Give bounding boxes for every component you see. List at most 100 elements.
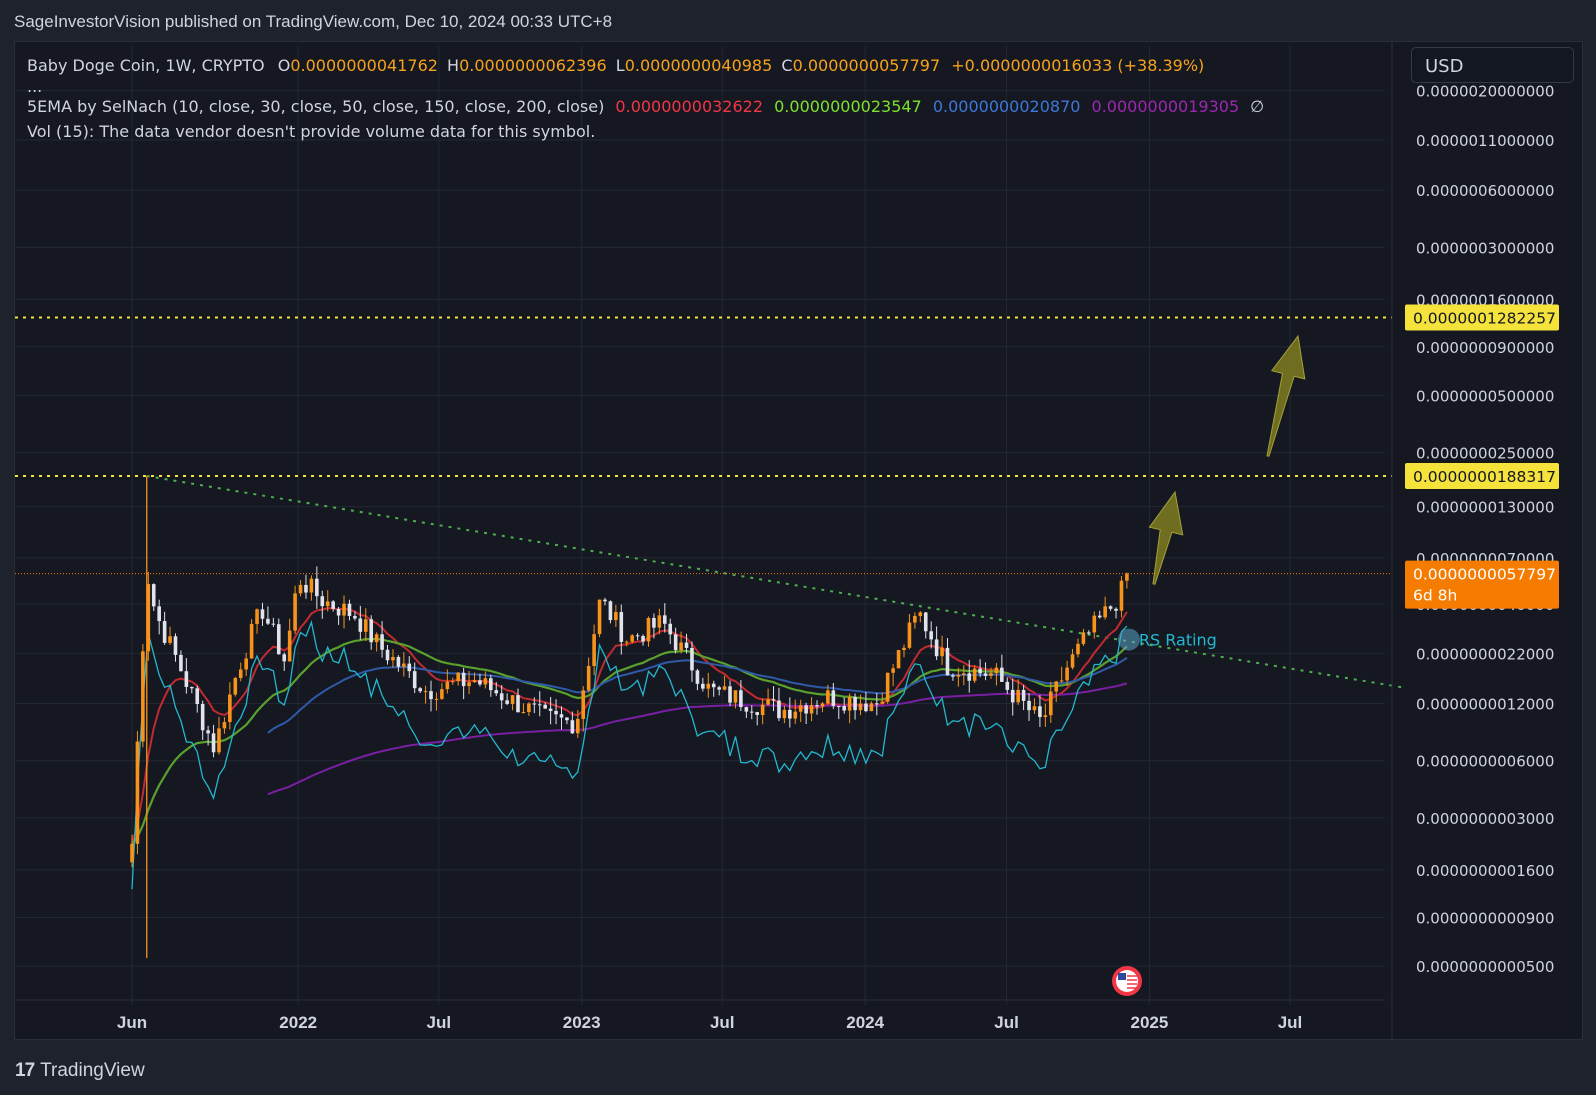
close-value: 0.0000000057797	[792, 56, 941, 75]
candle-body	[407, 663, 412, 672]
candle-body	[309, 578, 314, 593]
candle-body	[195, 688, 200, 705]
candle-body	[434, 698, 439, 700]
price-tick-label: 0.0000000012000	[1416, 695, 1554, 713]
candle-body	[331, 601, 335, 609]
candle-body	[967, 673, 972, 681]
upper-level-badge: 0.0000001282257	[1405, 304, 1559, 331]
time-tick-label: Jul	[1278, 1013, 1303, 1032]
rs-rating-line	[131, 620, 1128, 890]
candle-body	[315, 578, 319, 597]
candle-body	[902, 647, 906, 651]
candle-body	[168, 636, 172, 643]
price-badges: 0.0000001282257 0.0000000188317 0.00000000…	[1405, 304, 1559, 609]
candle-body	[624, 641, 629, 643]
candle-body	[489, 678, 493, 691]
candle-body	[695, 670, 700, 684]
change-value: +0.0000000016033 (+38.39%)	[951, 56, 1205, 75]
candle-body	[793, 711, 798, 719]
candle-body	[722, 686, 727, 690]
candle-body	[1065, 667, 1069, 681]
flag-canton	[1118, 973, 1126, 980]
candle-body	[635, 635, 640, 637]
candle-body	[630, 635, 634, 642]
candle-body	[646, 617, 651, 642]
candle-body	[831, 690, 836, 706]
high-label: H	[447, 56, 460, 75]
candle-body	[885, 672, 890, 702]
candle-body	[679, 642, 683, 651]
rs-rating-marker	[1117, 628, 1140, 651]
ema-10-line	[131, 607, 1128, 845]
candle-body	[951, 675, 955, 677]
ema-value-1: 0.0000000032622	[615, 96, 764, 116]
publish-info: SageInvestorVision published on TradingV…	[14, 12, 613, 31]
candle-body	[684, 642, 689, 648]
candle-body	[962, 673, 966, 676]
candle-body	[614, 612, 618, 621]
ema-title[interactable]: 5EMA by SelNach (10, close, 30, close, 5…	[27, 96, 605, 116]
candle-body	[581, 690, 586, 719]
candle-body	[1076, 643, 1080, 655]
candle-body	[179, 654, 183, 672]
candle-body	[282, 654, 287, 662]
time-tick-label: Jun	[117, 1013, 147, 1032]
ema-row[interactable]: 5EMA by SelNach (10, close, 30, close, 5…	[27, 94, 1264, 120]
candle-body	[711, 683, 716, 688]
price-axis: 0.0000000000500 0.0000000000900 0.00000000…	[1391, 42, 1554, 1040]
candle-body	[1114, 608, 1118, 611]
grid	[15, 46, 1385, 1005]
candle-body	[173, 636, 178, 655]
candle-body	[766, 699, 770, 705]
candle-body	[668, 623, 673, 635]
ema-lines: RS Rating	[131, 607, 1217, 890]
candle-body	[603, 599, 607, 602]
price-tick-label: 0.0000000000900	[1416, 909, 1554, 927]
candle-body	[956, 675, 961, 677]
candle-body	[385, 649, 390, 661]
candle-body	[788, 709, 792, 719]
candle-body	[1097, 615, 1102, 618]
candle-body	[1038, 706, 1042, 718]
volume-text: Vol (15): The data vendor doesn't provid…	[27, 122, 596, 141]
middle-level-badge-bg	[1405, 463, 1559, 490]
volume-row[interactable]: Vol (15): The data vendor doesn't provid…	[27, 119, 1264, 145]
candle-body	[1021, 689, 1026, 701]
candle-body	[396, 656, 401, 667]
ema-value-4: 0.0000000019305	[1091, 96, 1240, 116]
candle-body	[554, 710, 558, 715]
candle-body	[276, 624, 281, 655]
upper-level-badge-text: 0.0000001282257	[1413, 310, 1556, 328]
candle-body	[151, 584, 156, 607]
candle-body	[728, 686, 732, 703]
candle-body	[815, 705, 819, 707]
candle-body	[325, 601, 330, 607]
candle-body	[358, 618, 363, 632]
candle-body	[217, 728, 221, 753]
candle-body	[287, 630, 292, 662]
legend-ellipsis[interactable]: ...	[27, 76, 43, 96]
candle-body	[1059, 680, 1064, 682]
candle-body	[298, 584, 303, 594]
candle-body	[576, 718, 580, 734]
time-tick-label: 2024	[846, 1013, 884, 1032]
open-label: O	[277, 56, 291, 75]
candle-body	[875, 703, 879, 705]
candle-body	[347, 603, 352, 616]
candle-body	[994, 667, 999, 674]
candle-body	[749, 711, 754, 713]
currency-button[interactable]: USD	[1411, 47, 1574, 83]
candle-body	[478, 680, 482, 685]
candle-body	[130, 843, 134, 863]
chart-frame[interactable]	[14, 41, 1583, 1040]
price-tick-label: 0.0000000250000	[1416, 445, 1554, 463]
time-tick-label: 2022	[279, 1013, 317, 1032]
arrow-to-middle-level	[1148, 490, 1184, 585]
symbol-label[interactable]: Baby Doge Coin, 1W, CRYPTO	[27, 56, 265, 75]
trend-line	[146, 475, 1406, 689]
candle-body	[972, 668, 977, 681]
ohlc-row: Baby Doge Coin, 1W, CRYPTO O0.0000000041…	[27, 53, 1264, 79]
footer-brand[interactable]: 17 TradingView	[15, 1058, 145, 1084]
candle-body	[304, 584, 308, 593]
